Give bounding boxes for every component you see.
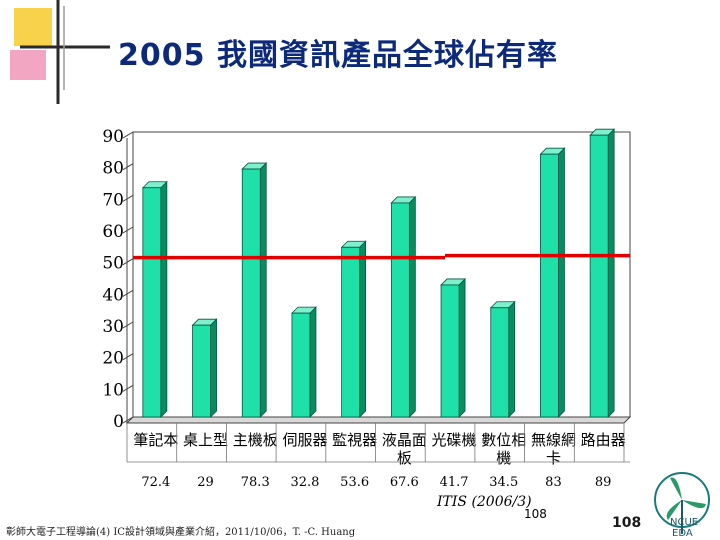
y-tick xyxy=(122,289,134,297)
bar-side xyxy=(259,162,267,418)
data-label: 83 xyxy=(545,475,562,490)
bar xyxy=(192,324,211,418)
y-tick xyxy=(122,353,134,361)
y-tick-label: 50 xyxy=(102,254,124,274)
bar-side xyxy=(309,306,317,418)
logo-text-bottom: EDA xyxy=(672,528,693,539)
y-tick xyxy=(122,226,134,234)
footer-text: 彰師大電子工程導論(4) IC設計領域與產業介紹，2011/10/06，T. -… xyxy=(6,527,356,538)
category-label: 液晶面 xyxy=(382,431,427,449)
y-tick xyxy=(122,131,134,139)
y-tick-label: 0 xyxy=(113,412,124,432)
category-label: 機 xyxy=(496,449,511,467)
plot-floor xyxy=(125,416,632,424)
data-label: 72.4 xyxy=(141,475,170,490)
y-tick-label: 40 xyxy=(102,285,124,305)
bar-side xyxy=(408,195,416,418)
category-label: 路由器 xyxy=(581,431,626,449)
category-label: 監視器 xyxy=(332,431,377,449)
logo-text-top: NCUE xyxy=(670,517,698,528)
bar xyxy=(241,168,261,418)
bar xyxy=(390,202,410,418)
bar xyxy=(291,312,311,418)
category-label: 數位相 xyxy=(481,431,526,449)
ncue-eda-logo: NCUE EDA xyxy=(654,472,710,539)
y-tick-label: 80 xyxy=(102,159,124,179)
y-tick xyxy=(122,416,134,424)
bar-side xyxy=(359,240,367,418)
y-tick xyxy=(122,384,134,392)
category-label: 無線網 xyxy=(531,431,576,449)
bar xyxy=(540,153,559,418)
page-title: 2005 我國資訊產品全球佔有率 xyxy=(118,38,558,73)
category-label: 筆記本 xyxy=(133,431,178,449)
bar-side xyxy=(210,318,217,418)
data-label: 29 xyxy=(197,475,214,490)
data-label: 67.6 xyxy=(390,475,419,490)
data-label: 78.3 xyxy=(241,475,270,490)
category-label: 主機板 xyxy=(233,431,278,449)
bar xyxy=(341,246,361,418)
data-label: 41.7 xyxy=(440,475,469,490)
data-label: 32.8 xyxy=(290,475,319,490)
y-tick-label: 70 xyxy=(102,190,124,210)
source-note: ITIS (2006/3) xyxy=(437,494,532,510)
bar-side xyxy=(458,277,466,418)
y-tick xyxy=(122,163,134,171)
bar-side xyxy=(160,180,168,418)
category-label: 光碟機 xyxy=(432,431,477,449)
category-label: 伺服器 xyxy=(282,431,327,449)
bar xyxy=(589,134,609,418)
y-tick-label: 10 xyxy=(102,380,124,400)
bar xyxy=(490,307,510,418)
bar-side xyxy=(508,300,516,418)
y-tick-label: 60 xyxy=(102,222,124,242)
y-tick xyxy=(122,258,134,266)
y-tick-label: 20 xyxy=(102,349,124,369)
data-label: 34.5 xyxy=(489,475,518,490)
bar-side xyxy=(558,147,565,418)
y-tick xyxy=(122,194,134,202)
category-label: 桌上型 xyxy=(183,431,228,449)
data-label: 53.6 xyxy=(340,475,369,490)
bar xyxy=(142,187,162,418)
category-label: 板 xyxy=(397,449,412,467)
bar xyxy=(440,284,460,418)
y-tick-label: 90 xyxy=(102,127,124,147)
data-label: 89 xyxy=(595,475,612,490)
y-tick-label: 30 xyxy=(102,317,124,337)
page-number: 108 xyxy=(612,515,642,531)
bar-side xyxy=(607,128,615,418)
category-label: 卡 xyxy=(546,449,561,467)
y-tick xyxy=(122,321,134,329)
page-number-small: 108 xyxy=(524,507,547,521)
corner-decoration xyxy=(10,0,110,104)
